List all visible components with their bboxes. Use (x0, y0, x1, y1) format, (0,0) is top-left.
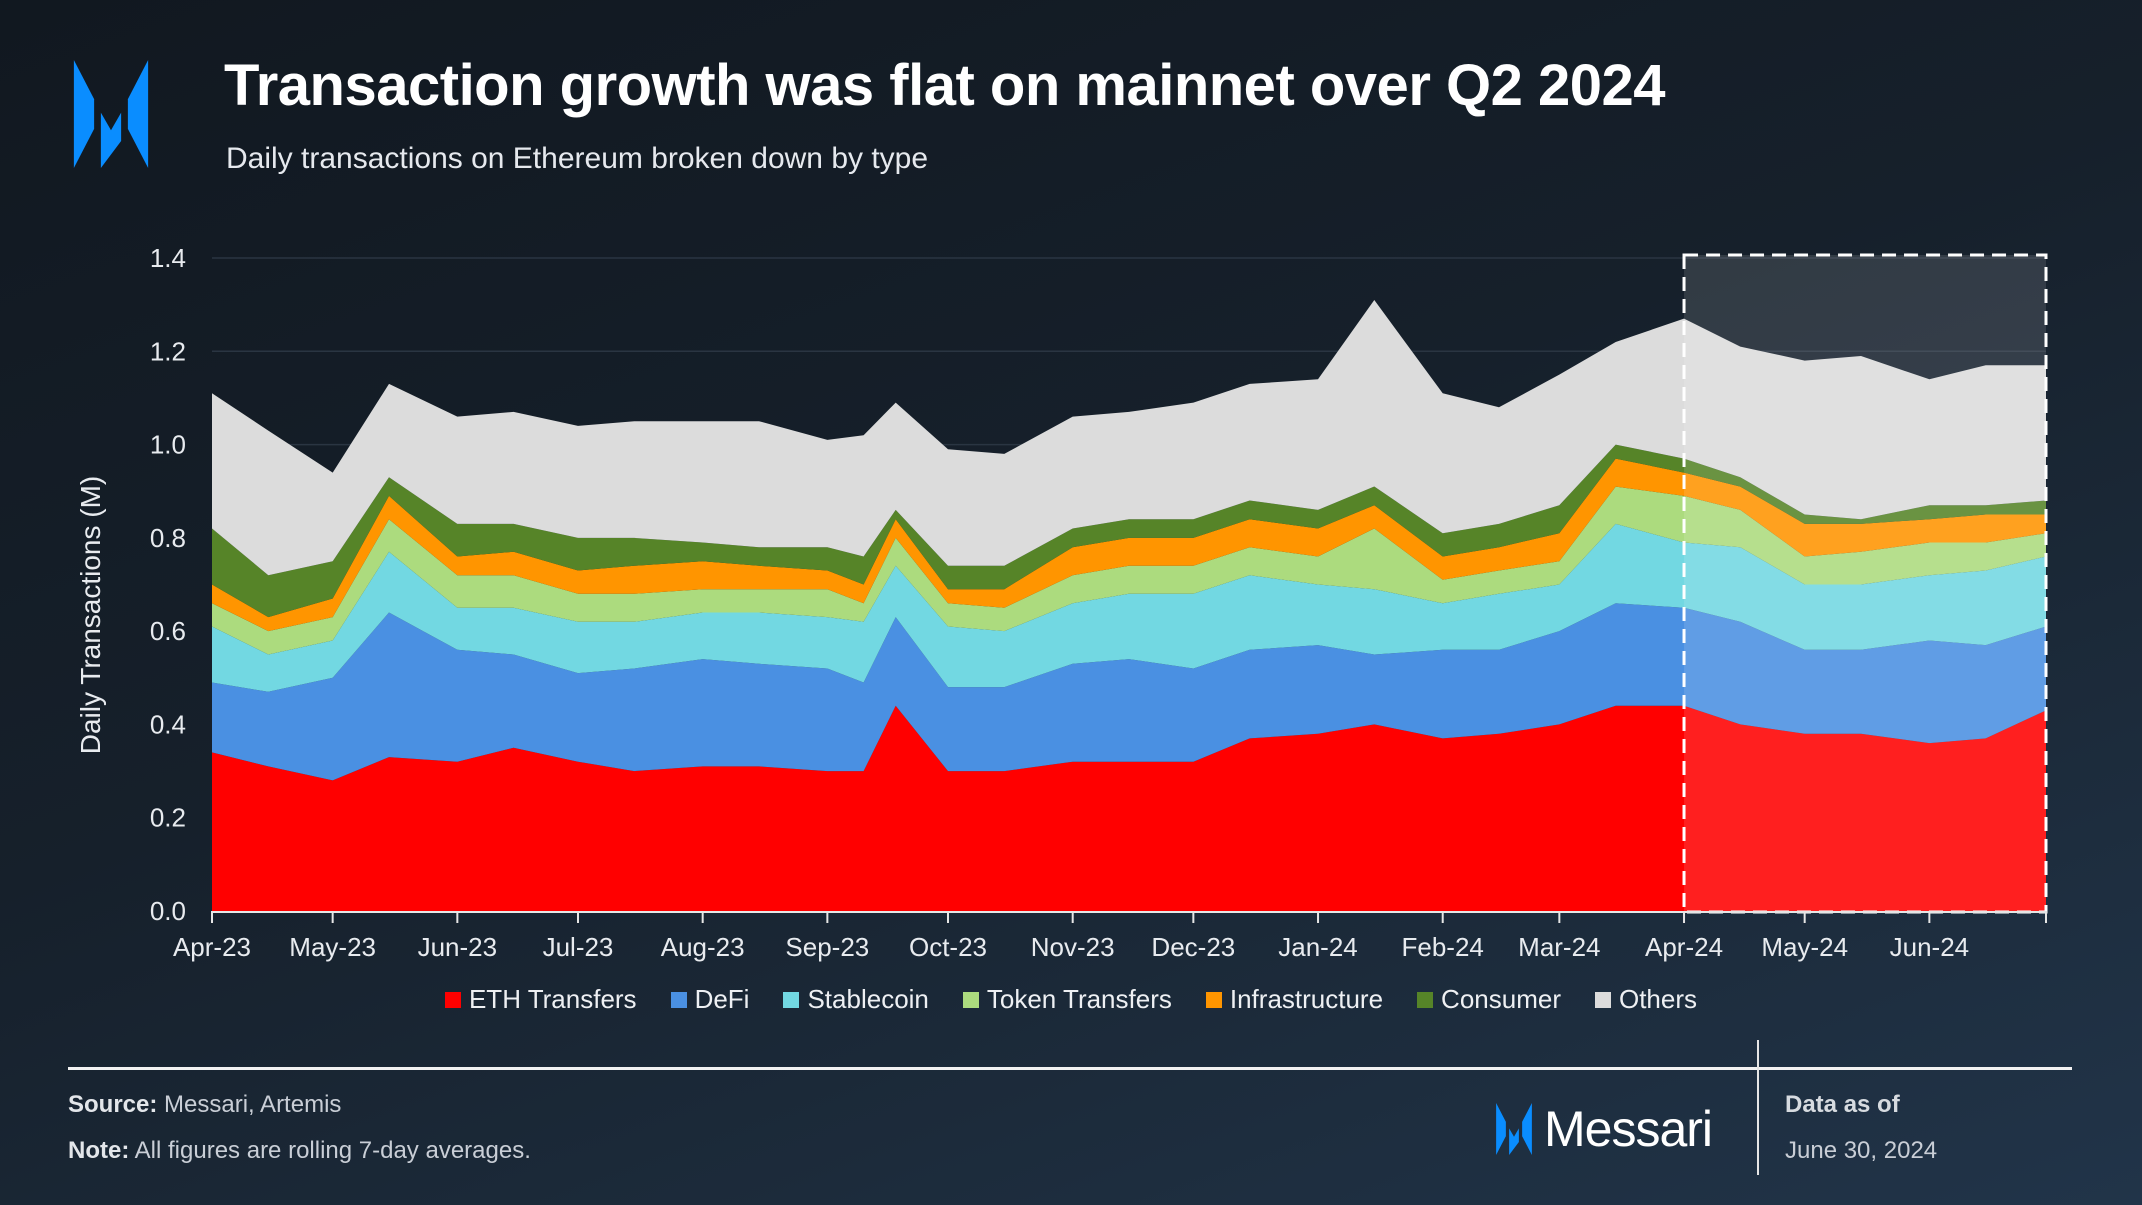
x-tick-label: Sep-23 (785, 932, 869, 962)
x-tick-label: Jun-24 (1890, 932, 1970, 962)
x-tick-label: Apr-24 (1645, 932, 1723, 962)
legend-label: Others (1618, 984, 1698, 1014)
brand-lockup: Messari (1496, 1100, 1713, 1158)
area-token-transfers (212, 486, 2046, 655)
legend-item: Stablecoin (783, 984, 929, 1015)
y-tick-label: 1.2 (150, 336, 186, 366)
x-tick-label: Aug-23 (661, 932, 745, 962)
legend-label: Token Transfers (986, 984, 1172, 1014)
x-tick-label: Feb-24 (1402, 932, 1484, 962)
legend-item: Token Transfers (962, 984, 1172, 1015)
chart-title: Transaction growth was flat on mainnet o… (224, 53, 1666, 118)
legend: ETH Transfers DeFi Stablecoin Token Transfe… (0, 984, 2142, 1015)
area-infrastructure (212, 458, 2046, 632)
legend-label: DeFi (694, 984, 750, 1014)
area-others (212, 300, 2046, 576)
legend-swatch (962, 991, 979, 1008)
chart-subtitle: Daily transactions on Ethereum broken do… (226, 142, 929, 175)
legend-swatch (783, 991, 800, 1008)
x-tick-label: May-23 (289, 932, 376, 962)
y-tick-label: 0.6 (150, 616, 186, 646)
messari-logo-icon (73, 60, 149, 168)
logo-bar-1 (100, 112, 122, 168)
area-defi (212, 603, 2046, 781)
axes: 0.0 0.2 0.4 0.6 0.8 1.0 1.2 1.4 Apr-23 May-23 Jun-… (150, 243, 2047, 962)
legend-item: DeFi (670, 984, 750, 1015)
legend-swatch (1205, 991, 1222, 1008)
highlight-rect (1682, 253, 2048, 914)
legend-label: Infrastructure (1229, 984, 1384, 1014)
x-tick-label: Oct-23 (909, 932, 987, 962)
y-tick-label: 0.4 (150, 709, 186, 739)
legend-label: Consumer (1441, 984, 1561, 1014)
x-tick-label: Jun-23 (418, 932, 498, 962)
area-stablecoin (212, 523, 2046, 692)
logo-bar-2 (127, 60, 149, 168)
messari-brand-icon (1496, 1103, 1532, 1155)
legend-label: ETH Transfers (468, 984, 637, 1014)
y-tick-label: 0.8 (150, 523, 186, 553)
legend-swatch (444, 991, 461, 1008)
legend-item: ETH Transfers (444, 984, 637, 1015)
footer-vertical-divider (1757, 1040, 1759, 1175)
brand-name: Messari (1544, 1101, 1713, 1157)
note-label: Note: (68, 1137, 130, 1164)
data-as-of-label: Data as of (1785, 1091, 1900, 1118)
x-tick-label: Jul-23 (543, 932, 614, 962)
source-label: Source: (68, 1091, 158, 1118)
footer-divider (68, 1067, 2072, 1070)
x-tick-label: Mar-24 (1518, 932, 1600, 962)
x-tick-label: Apr-23 (173, 932, 251, 962)
y-axis-label: Daily Transactions (M) (75, 476, 106, 755)
data-as-of-date: June 30, 2024 (1785, 1137, 1938, 1164)
legend-swatch (1417, 991, 1434, 1008)
legend-swatch (670, 991, 687, 1008)
y-tick-label: 1.4 (150, 243, 186, 273)
q2-highlight-box (1682, 253, 2048, 914)
legend-item: Others (1594, 984, 1698, 1015)
logo-bar-0 (73, 60, 95, 168)
y-tick-label: 0.0 (150, 896, 186, 926)
legend-item: Consumer (1417, 984, 1561, 1015)
x-tick-label: Nov-23 (1031, 932, 1115, 962)
legend-item: Infrastructure (1205, 984, 1384, 1015)
note-line: Note: All figures are rolling 7-day aver… (68, 1137, 531, 1165)
x-tick-label: Dec-23 (1151, 932, 1235, 962)
x-tick-label: Jan-24 (1278, 932, 1358, 962)
y-tick-label: 1.0 (150, 430, 186, 460)
legend-label: Stablecoin (807, 984, 929, 1014)
x-tick-label: May-24 (1761, 932, 1848, 962)
legend-swatch (1594, 991, 1611, 1008)
source-text: Messari, Artemis (164, 1091, 342, 1118)
y-tick-label: 0.2 (150, 803, 186, 833)
source-line: Source: Messari, Artemis (68, 1091, 341, 1119)
area-eth-transfers (212, 705, 2046, 911)
note-text: All figures are rolling 7-day averages. (134, 1137, 531, 1164)
area-consumer (212, 444, 2046, 618)
area-series (212, 300, 2046, 911)
